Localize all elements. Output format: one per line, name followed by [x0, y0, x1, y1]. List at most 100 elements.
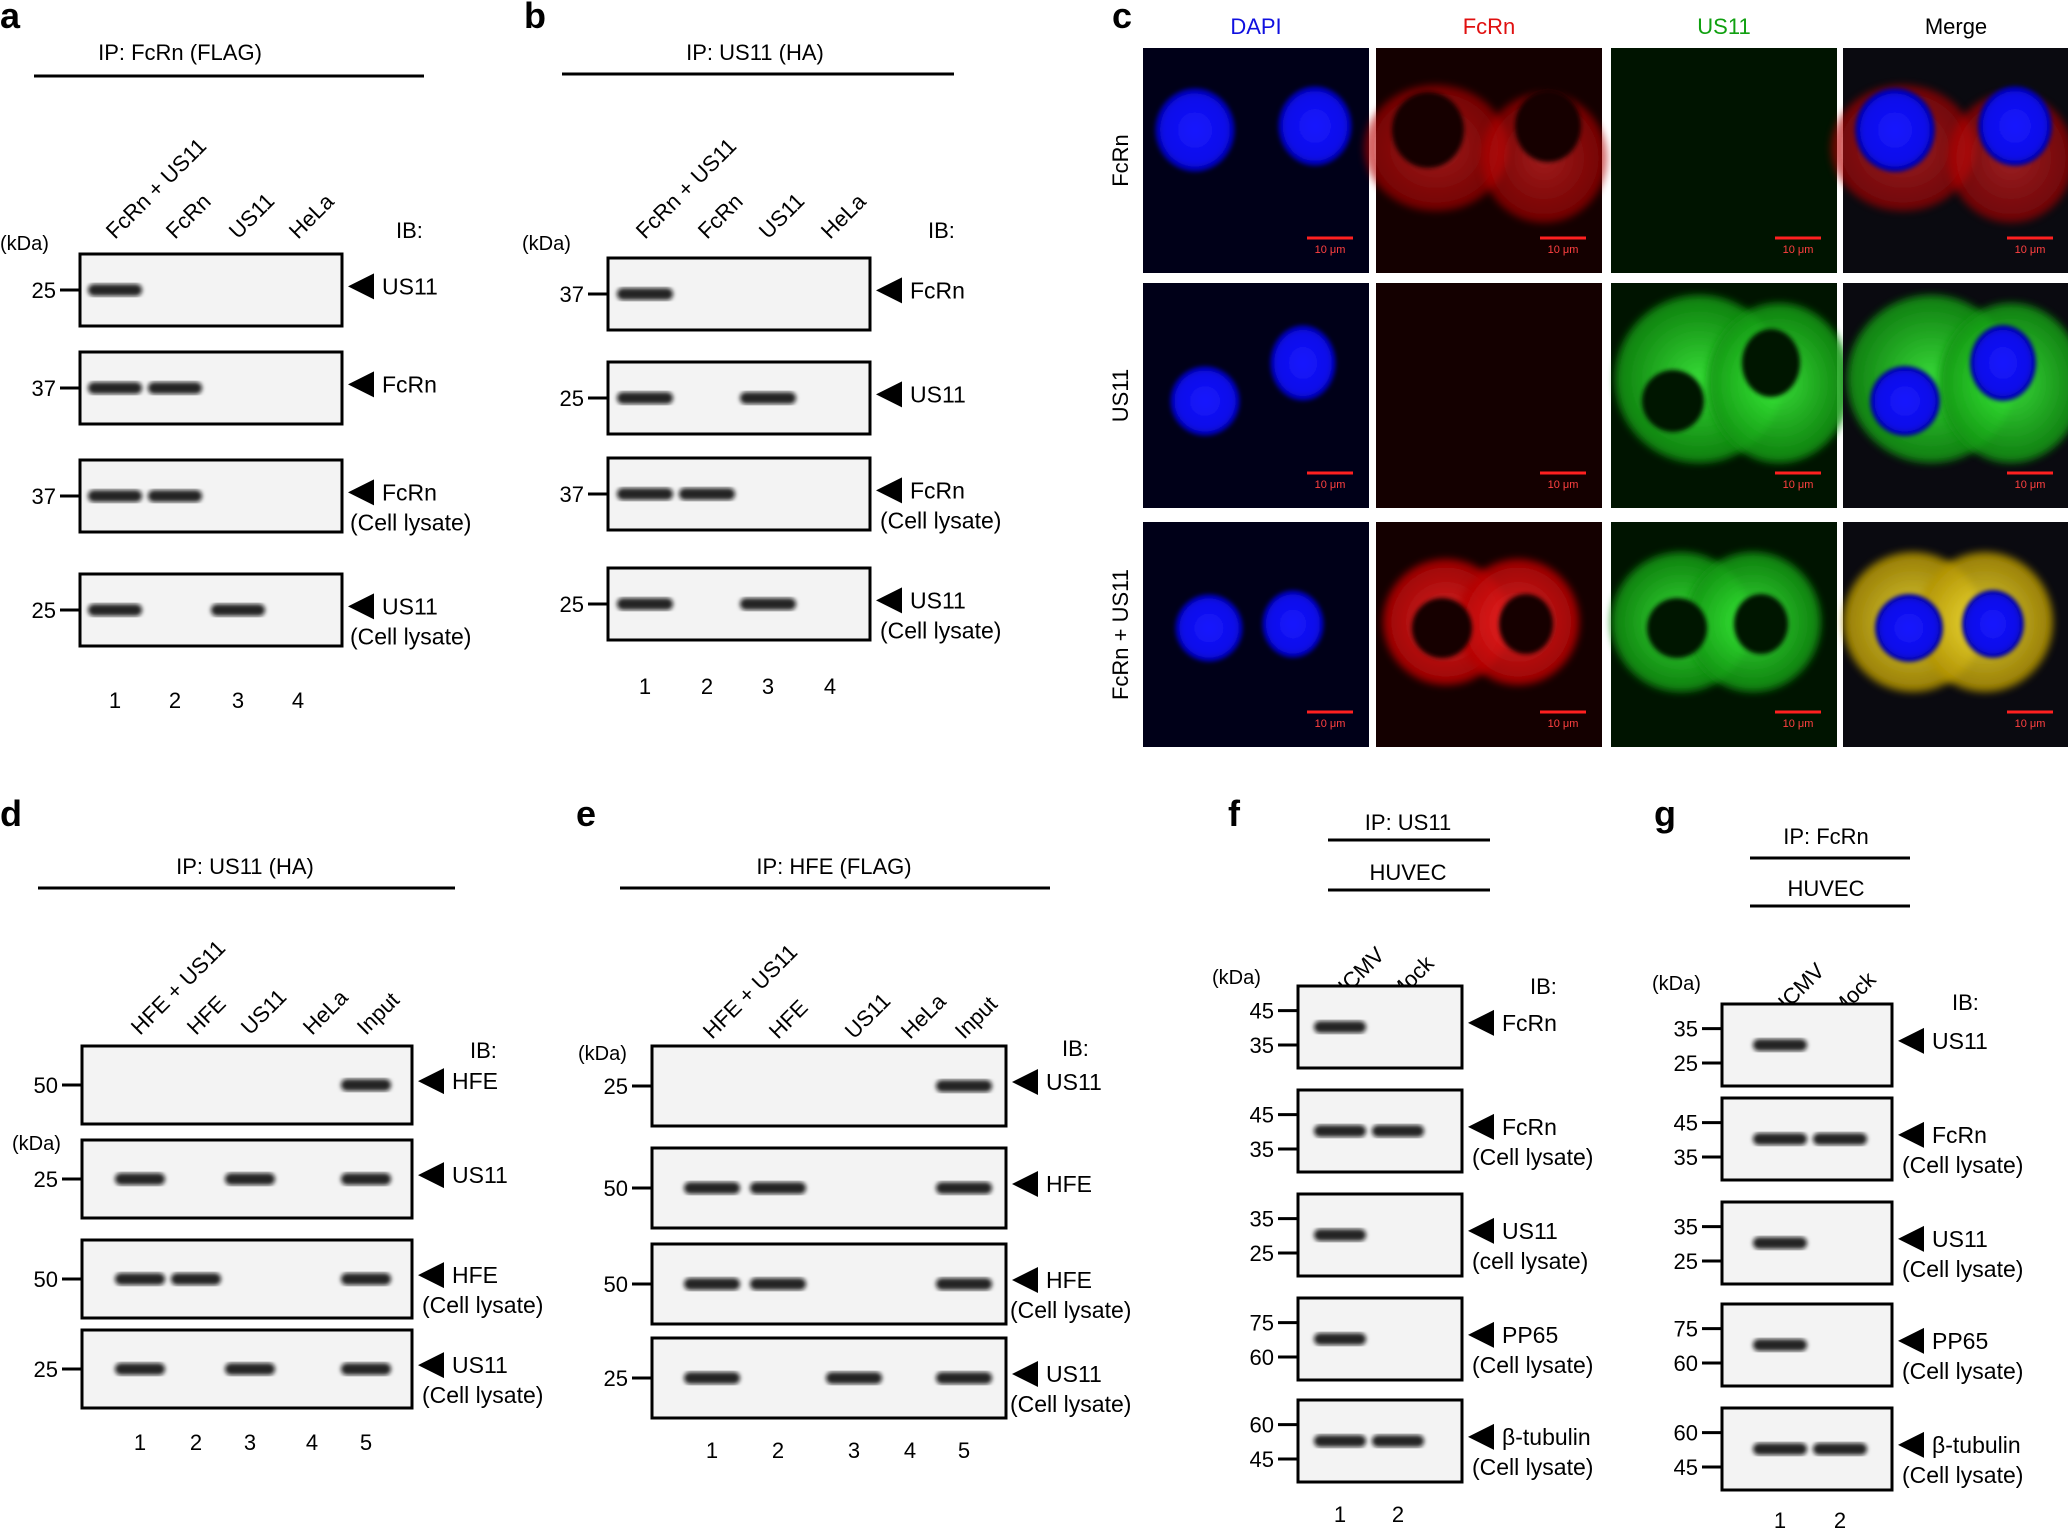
band: [936, 1182, 992, 1194]
lane-number: 4: [292, 688, 304, 713]
ib-target-sublabel: (Cell lysate): [1902, 1462, 2023, 1488]
ip-label: IP: FcRn: [1783, 824, 1869, 849]
channel-label: DAPI: [1230, 14, 1281, 39]
kda-marker: 50: [34, 1267, 58, 1292]
arrow-icon: [1012, 1069, 1038, 1095]
scale-label: 10 μm: [1315, 244, 1346, 256]
ib-target-label: FcRn: [1502, 1010, 1557, 1036]
lane-label: HFE: [182, 991, 231, 1040]
lane-number: 1: [134, 1430, 146, 1455]
ib-target-sublabel: (Cell lysate): [1472, 1144, 1593, 1170]
ib-target-label: FcRn: [382, 371, 437, 397]
band: [211, 604, 265, 616]
band: [1753, 1133, 1807, 1145]
lane-label: HeLa: [284, 188, 339, 243]
band: [617, 392, 673, 404]
nucleus-void: [1499, 594, 1553, 654]
lane-number: 4: [824, 674, 836, 699]
kda-marker: 37: [32, 376, 56, 401]
ib-target-label: US11: [910, 381, 966, 407]
scale-label: 10 μm: [1315, 479, 1346, 491]
kda-marker: 45: [1250, 1447, 1274, 1472]
blot-strip: 37 FcRn (Cell lysate): [32, 458, 471, 535]
kda-marker: 37: [560, 282, 584, 307]
kda-marker: 37: [560, 482, 584, 507]
blot-strip: 25 US11: [604, 1044, 1102, 1128]
ip-label: IP: HFE (FLAG): [756, 854, 911, 879]
lane-label: US11: [236, 984, 291, 1039]
blot-strip: 45 35 FcRn (Cell lysate): [1250, 1088, 1593, 1174]
panel-letter: b: [524, 0, 546, 36]
micrograph-tile: 10 μm: [1376, 283, 1602, 508]
band: [1314, 1125, 1366, 1137]
nucleus: [1962, 590, 2024, 658]
nucleus: [1970, 325, 2036, 401]
kda-marker: 45: [1250, 1103, 1274, 1128]
kda-label: (kDa): [1652, 973, 1701, 995]
band: [225, 1363, 275, 1375]
ib-target-sublabel: (Cell lysate): [350, 509, 471, 535]
panel-letter: g: [1654, 793, 1676, 834]
row-label: US11: [1108, 369, 1133, 422]
channel-label: Merge: [1925, 14, 1987, 39]
ib-label: IB:: [470, 1038, 497, 1063]
lane-number: 1: [706, 1438, 718, 1463]
band: [679, 488, 735, 500]
ib-target-sublabel: (Cell lysate): [880, 507, 1001, 533]
tile-background: [1376, 283, 1602, 508]
blot-strip: 25 US11: [32, 252, 438, 328]
band: [1314, 1021, 1366, 1033]
lane-number: 3: [848, 1438, 860, 1463]
ib-target-label: US11: [1046, 1069, 1102, 1095]
kda-marker: 75: [1674, 1317, 1698, 1342]
blot-strip: 50 HFE (Cell lysate): [604, 1242, 1131, 1326]
lane-number: 3: [232, 688, 244, 713]
ib-target-label: β-tubulin: [1932, 1432, 2021, 1458]
ib-target-sublabel: (Cell lysate): [422, 1382, 543, 1408]
lane-label: HeLa: [896, 988, 951, 1043]
blot-frame: [1296, 1296, 1464, 1382]
band: [936, 1372, 992, 1384]
nucleus-void: [1647, 598, 1707, 658]
kda-marker: 25: [32, 598, 56, 623]
band: [684, 1278, 740, 1290]
lane-number: 1: [1334, 1502, 1346, 1527]
band: [115, 1273, 165, 1285]
kda-marker: 25: [34, 1167, 58, 1192]
blot-strip: 25 US11: [34, 1138, 508, 1220]
kda-marker: 35: [1674, 1017, 1698, 1042]
arrow-icon: [1898, 1225, 1924, 1252]
blot-strip: 25 US11 (Cell lysate): [34, 1328, 543, 1410]
band: [684, 1372, 740, 1384]
lane-number: 4: [904, 1438, 916, 1463]
kda-marker: 50: [604, 1176, 628, 1201]
arrow-icon: [876, 277, 902, 304]
blot-strip: 75 60 PP65 (Cell lysate): [1250, 1296, 1593, 1382]
row-label: FcRn: [1108, 134, 1133, 187]
arrow-icon: [1012, 1171, 1038, 1197]
blot-strip: 25 US11: [560, 360, 966, 436]
kda-marker: 60: [1250, 1345, 1274, 1370]
nucleus: [1155, 88, 1235, 172]
ib-target-label: US11: [382, 593, 438, 619]
nucleus-void: [1734, 594, 1788, 654]
ib-target-sublabel: (Cell lysate): [1472, 1352, 1593, 1378]
ib-target-sublabel: (Cell lysate): [1010, 1297, 1131, 1323]
arrow-icon: [1468, 1113, 1494, 1140]
nucleus: [1170, 366, 1240, 436]
kda-marker: 50: [604, 1272, 628, 1297]
arrow-icon: [1012, 1361, 1038, 1387]
band: [341, 1363, 391, 1375]
kda-marker: 25: [560, 592, 584, 617]
lane-label: FcRn: [693, 189, 748, 244]
blot-strip: 60 45 β-tubulin (Cell lysate): [1250, 1398, 1593, 1484]
scale-label: 10 μm: [2015, 718, 2046, 730]
panel-letter: a: [0, 0, 21, 36]
kda-marker: 60: [1674, 1351, 1698, 1376]
scale-label: 10 μm: [1783, 718, 1814, 730]
band: [225, 1173, 275, 1185]
kda-marker: 25: [1674, 1051, 1698, 1076]
